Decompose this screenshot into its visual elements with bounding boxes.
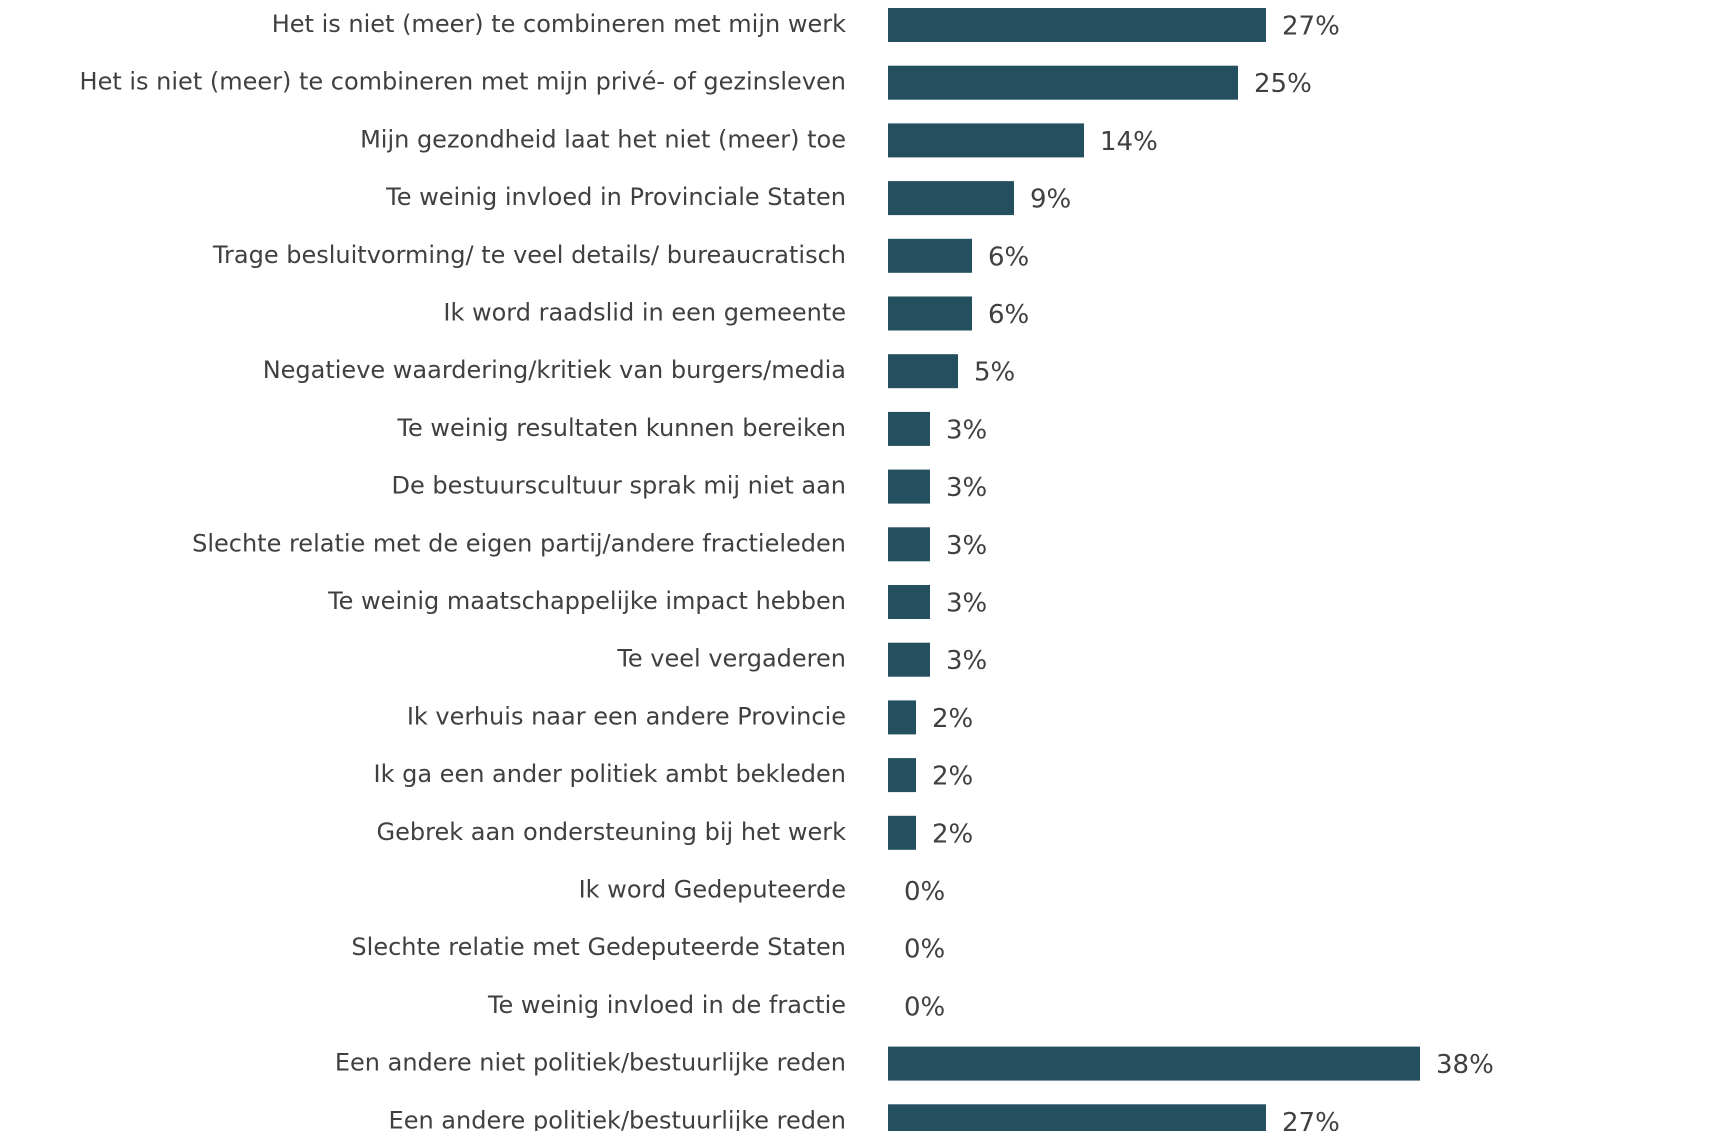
bar	[888, 296, 972, 331]
bar	[888, 1104, 1266, 1131]
value-label: 25%	[1254, 69, 1312, 99]
bar	[888, 411, 930, 446]
category-label: Ik word raadslid in een gemeente	[443, 299, 846, 327]
bar	[888, 181, 1014, 216]
bar	[888, 354, 958, 389]
value-label: 6%	[988, 242, 1029, 272]
category-label: Mijn gezondheid laat het niet (meer) toe	[360, 125, 846, 153]
value-label: 2%	[932, 762, 973, 792]
category-label: Te weinig invloed in Provinciale Staten	[385, 183, 846, 211]
value-label: 3%	[946, 646, 987, 676]
category-label: Te weinig maatschappelijke impact hebben	[327, 587, 846, 615]
category-label: Een andere politiek/bestuurlijke reden	[389, 1106, 846, 1131]
value-label: 2%	[932, 819, 973, 849]
value-label: 38%	[1436, 1050, 1494, 1080]
bar	[888, 238, 972, 273]
category-label: Ik ga een ander politiek ambt bekleden	[374, 760, 847, 788]
value-label: 5%	[974, 358, 1015, 388]
value-label: 3%	[946, 589, 987, 619]
value-label: 3%	[946, 531, 987, 561]
value-label: 27%	[1282, 12, 1340, 42]
value-label: 27%	[1282, 1108, 1340, 1131]
bar	[888, 815, 916, 850]
category-label: Het is niet (meer) te combineren met mij…	[272, 10, 846, 38]
category-label: Ik word Gedeputeerde	[579, 876, 846, 904]
bar	[888, 1046, 1420, 1081]
category-label: De bestuurscultuur sprak mij niet aan	[392, 472, 846, 500]
bar	[888, 527, 930, 562]
category-label: Gebrek aan ondersteuning bij het werk	[377, 818, 847, 846]
bar	[888, 8, 1266, 42]
value-label: 3%	[946, 473, 987, 503]
bar	[888, 585, 930, 619]
value-label: 0%	[904, 935, 945, 965]
value-label: 6%	[988, 300, 1029, 330]
category-label: Trage besluitvorming/ te veel details/ b…	[212, 241, 846, 269]
bar	[888, 700, 916, 735]
value-label: 14%	[1100, 127, 1158, 157]
category-label: Een andere niet politiek/bestuurlijke re…	[335, 1049, 846, 1077]
category-label: Negatieve waardering/kritiek van burgers…	[263, 356, 846, 384]
category-label: Slechte relatie met de eigen partij/ande…	[192, 529, 846, 557]
bar	[888, 469, 930, 504]
bar	[888, 123, 1084, 158]
category-label: Slechte relatie met Gedeputeerde Staten	[351, 933, 846, 961]
bar	[888, 758, 916, 793]
value-label: 0%	[904, 877, 945, 907]
category-label: Te veel vergaderen	[616, 645, 846, 673]
bar	[888, 65, 1238, 100]
category-label: Te weinig resultaten kunnen bereiken	[396, 414, 846, 442]
value-label: 9%	[1030, 185, 1071, 215]
category-label: Ik verhuis naar een andere Provincie	[407, 702, 846, 730]
category-label: Te weinig invloed in de fractie	[487, 991, 846, 1019]
value-label: 3%	[946, 415, 987, 445]
value-label: 2%	[932, 704, 973, 734]
category-label: Het is niet (meer) te combineren met mij…	[80, 68, 846, 96]
bar	[888, 642, 930, 677]
value-label: 0%	[904, 992, 945, 1022]
